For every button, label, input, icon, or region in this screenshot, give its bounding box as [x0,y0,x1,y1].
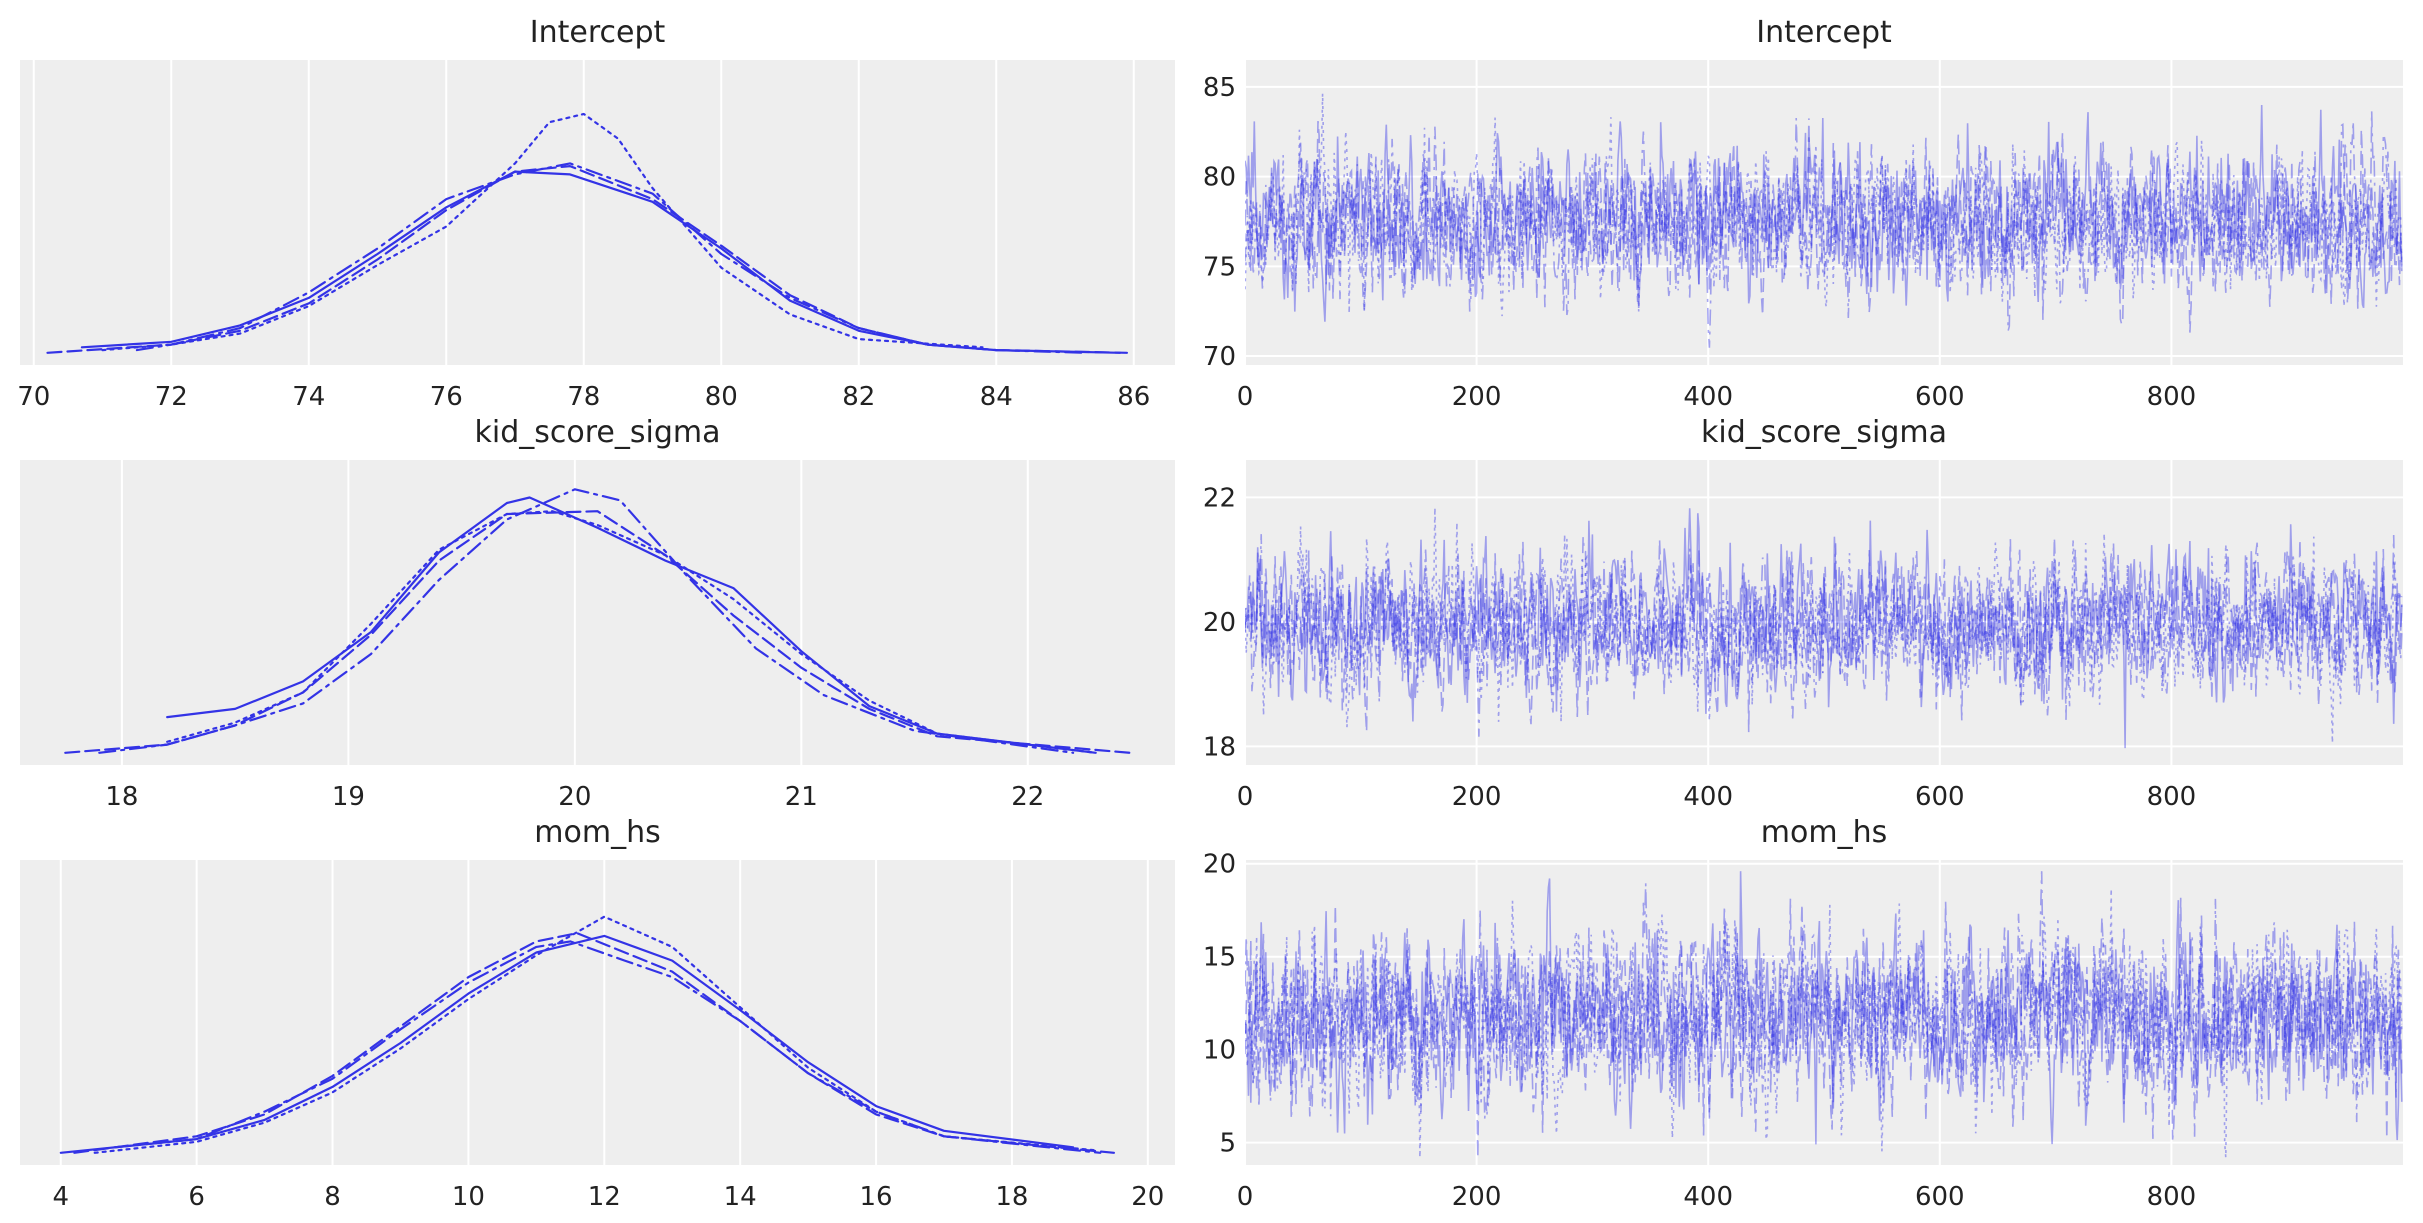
panel-title: kid_score_sigma [475,415,721,450]
y-tick-label: 80 [1203,163,1236,193]
x-tick-label: 400 [1683,382,1733,412]
x-tick-label: 400 [1683,1182,1733,1212]
x-tick-label: 18 [995,1182,1028,1212]
plot-area [20,860,1175,1165]
x-tick-label: 800 [2147,382,2197,412]
x-tick-label: 82 [842,382,875,412]
kid-score-sigma-trace-panel: kid_score_sigma 0 200 400 600 800 18 20 22 [1203,415,2403,812]
plot-area [20,460,1175,765]
panel-title: Intercept [1756,15,1892,50]
x-tick-label: 20 [558,782,591,812]
density-line-chain-1 [59,934,1075,1154]
x-tick-label: 18 [105,782,138,812]
x-tick-label: 8 [324,1182,341,1212]
x-tick-label: 200 [1452,1182,1502,1212]
x-tick-label: 70 [17,382,50,412]
plot-area [1245,60,2403,365]
x-tick-label: 0 [1237,1182,1254,1212]
x-tick-label: 12 [588,1182,621,1212]
density-line-chain-2 [64,510,1131,754]
x-tick-label: 600 [1915,782,1965,812]
x-tick-label: 14 [724,1182,757,1212]
x-tick-label: 0 [1237,382,1254,412]
trace-line-chain-3 [1245,888,2403,1158]
trace-line-chain-3 [1245,93,2403,317]
x-tick-label: 400 [1683,782,1733,812]
x-tick-label: 80 [705,382,738,412]
x-tick-label: 16 [860,1182,893,1212]
x-tick-label: 78 [567,382,600,412]
density-line-chain-4 [135,162,1087,354]
y-tick-label: 5 [1219,1129,1236,1159]
trace-line-chain-4 [1245,534,2403,737]
density-line-chain-3 [101,112,984,352]
trace-line-chain-2 [1245,537,2403,733]
x-tick-label: 600 [1915,382,1965,412]
x-tick-label: 72 [155,382,188,412]
panel-title: mom_hs [534,815,660,850]
x-tick-label: 20 [1131,1182,1164,1212]
x-tick-label: 21 [785,782,818,812]
x-tick-label: 200 [1452,382,1502,412]
panel-title: kid_score_sigma [1701,415,1947,450]
x-tick-label: 10 [452,1182,485,1212]
density-line-chain-2 [73,932,1116,1154]
x-tick-label: 0 [1237,782,1254,812]
plot-area [20,60,1175,365]
panel-title: mom_hs [1761,815,1887,850]
intercept-trace-panel: Intercept 0 200 400 600 800 70 75 80 85 [1203,15,2403,412]
density-line-chain-3 [166,510,1097,754]
plot-area [1245,860,2403,1165]
trace-line-chain-4 [1245,871,2403,1139]
x-tick-label: 6 [188,1182,205,1212]
x-tick-label: 800 [2147,1182,2197,1212]
x-tick-label: 800 [2147,782,2197,812]
y-tick-label: 18 [1203,732,1236,762]
x-tick-label: 600 [1915,1182,1965,1212]
y-tick-label: 85 [1203,73,1236,103]
x-tick-label: 4 [52,1182,69,1212]
plot-area [1245,460,2403,765]
trace-line-chain-1 [1245,104,2403,322]
x-tick-label: 74 [292,382,325,412]
x-tick-label: 200 [1452,782,1502,812]
panel-title: Intercept [530,15,666,50]
density-line-chain-4 [98,488,1075,754]
y-tick-label: 10 [1203,1036,1236,1066]
x-tick-label: 19 [332,782,365,812]
trace-line-chain-2 [1245,120,2403,333]
intercept-density-panel: Intercept 70 72 74 76 78 80 82 84 86 [17,15,1175,412]
trace-line-chain-1 [1245,508,2403,749]
x-tick-label: 86 [1117,382,1150,412]
y-tick-label: 22 [1203,483,1236,513]
mom-hs-trace-panel: mom_hs 0 200 400 600 800 5 10 15 20 [1203,815,2403,1212]
kid-score-sigma-density-panel: kid_score_sigma 18 19 20 21 22 [20,415,1175,812]
y-tick-label: 15 [1203,943,1236,973]
density-line-chain-1 [166,496,1097,754]
x-tick-label: 22 [1011,782,1044,812]
x-tick-label: 84 [980,382,1013,412]
y-tick-label: 20 [1203,608,1236,638]
density-line-chain-4 [113,940,1102,1154]
trace-line-chain-4 [1245,111,2403,348]
x-tick-label: 76 [430,382,463,412]
trace-line-chain-1 [1245,871,2403,1145]
y-tick-label: 75 [1203,252,1236,282]
trace-line-chain-2 [1245,897,2403,1158]
mom-hs-density-panel: mom_hs 4 6 8 10 12 14 16 18 20 [20,815,1175,1212]
y-tick-label: 20 [1203,850,1236,880]
y-tick-label: 70 [1203,342,1236,372]
